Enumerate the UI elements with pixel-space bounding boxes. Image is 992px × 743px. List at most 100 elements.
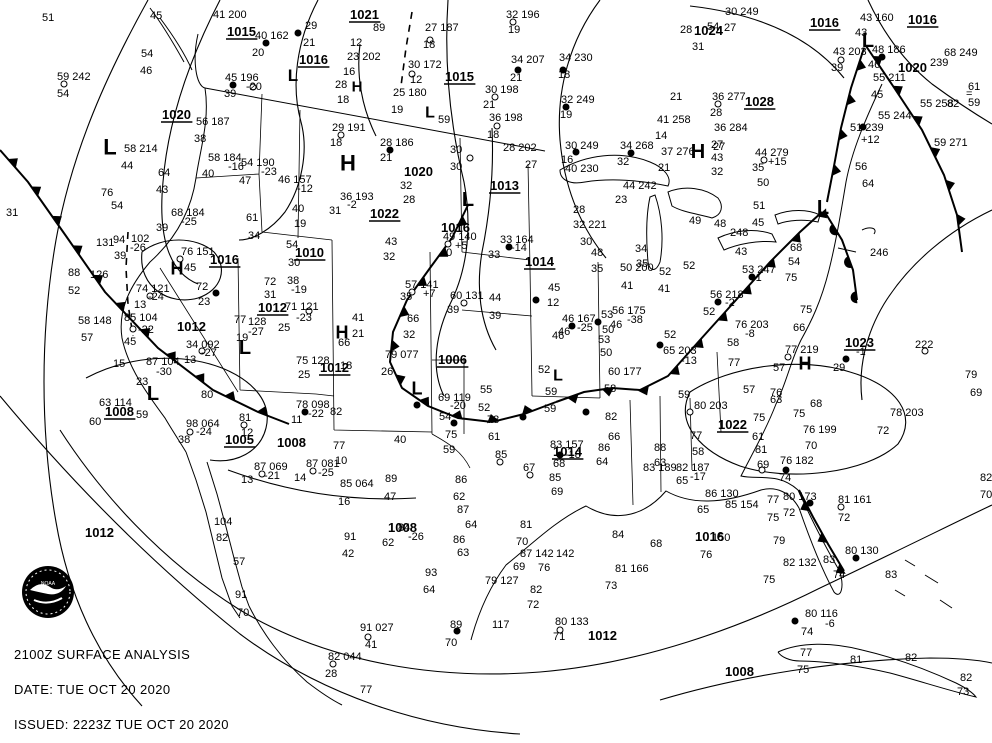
cold-front-pip	[945, 179, 955, 192]
cold-front-pip	[817, 208, 827, 219]
station-text: 27 187	[425, 22, 459, 34]
cold-front-pip	[115, 301, 126, 312]
station-text: 85 154	[725, 499, 759, 511]
station-circle-overcast	[627, 149, 635, 157]
isobar-pressure-label: 1008	[725, 664, 754, 679]
cold-front-pip	[765, 257, 776, 268]
cold-front-pip	[7, 158, 18, 169]
cold-front-pip	[140, 328, 151, 338]
station-text: 55 244	[878, 110, 912, 122]
station-text: 76 182	[780, 455, 814, 467]
station-text: 71	[553, 631, 565, 643]
station-circle-clear	[249, 83, 257, 91]
station-text: 89	[373, 22, 385, 34]
station-text: 128	[248, 316, 266, 328]
station-text: +15	[768, 156, 787, 168]
station-text: 70	[516, 536, 528, 548]
station-text: 59	[443, 444, 455, 456]
station-text: 77	[690, 430, 702, 442]
station-text: 70	[237, 607, 249, 619]
front-cold	[826, 47, 865, 203]
station-text: 46 167	[562, 313, 596, 325]
cold-front-pip	[892, 85, 903, 96]
station-text: 46 157	[278, 174, 312, 186]
station-text: 53	[598, 334, 610, 346]
isobar	[85, 357, 268, 462]
station-text: -27	[201, 347, 217, 359]
station-text: 72	[264, 276, 276, 288]
station-text: 34 230	[559, 52, 593, 64]
station-text: 12	[547, 297, 559, 309]
cold-front-pip	[395, 374, 406, 386]
station-text: 41	[352, 312, 364, 324]
station-text: 51	[753, 200, 765, 212]
station-text: 63 114	[99, 397, 132, 409]
station-text: 52	[683, 260, 695, 272]
station-text: 34 268	[620, 140, 654, 152]
station-text: 70	[805, 440, 817, 452]
station-text: 58	[727, 337, 739, 349]
station-text: 79 127	[485, 575, 519, 587]
station-text: 32 249	[561, 94, 595, 106]
station-text: 76	[700, 549, 712, 561]
station-text: 56	[855, 161, 867, 173]
station-text: 40	[394, 434, 406, 446]
station-text: 94	[113, 234, 125, 246]
station-text: 32	[400, 180, 412, 192]
analysis-text-block: 2100Z SURFACE ANALYSIS DATE: TUE OCT 20 …	[14, 626, 312, 743]
station-text: 86 130	[705, 488, 739, 500]
station-text: -23	[261, 166, 277, 178]
station-text: 23 202	[347, 51, 381, 63]
lake-huron	[667, 187, 722, 219]
station-text: -23	[296, 312, 312, 324]
station-text: 87 104	[146, 356, 180, 368]
station-text: 48	[714, 218, 726, 230]
analysis-line: 2100Z SURFACE ANALYSIS	[14, 647, 191, 663]
station-text: 50	[600, 347, 612, 359]
station-circle-overcast	[568, 322, 576, 330]
station-circle-overcast	[413, 401, 421, 409]
station-circle-overcast	[859, 123, 867, 131]
station-circle-clear	[186, 428, 194, 436]
station-text: 28	[573, 204, 585, 216]
station-text: 13	[184, 354, 196, 366]
station-text: 73	[605, 580, 617, 592]
cold-front-pip	[856, 59, 867, 71]
station-text: 75	[785, 272, 797, 284]
station-text: 52	[659, 266, 671, 278]
station-circle-clear	[309, 467, 317, 475]
station-text: 68	[553, 458, 565, 470]
cuba-coastline	[777, 643, 978, 698]
station-text: 57	[233, 556, 245, 568]
station-text: 16	[561, 154, 573, 166]
cold-front-pip	[956, 213, 966, 226]
isobar	[0, 395, 521, 735]
station-text: 93	[425, 567, 437, 579]
station-circle-overcast	[782, 466, 790, 474]
station-circle-clear	[146, 292, 154, 300]
cold-front-pip	[930, 147, 941, 158]
station-text: 21	[303, 37, 315, 49]
station-text: 44 242	[623, 180, 657, 192]
station-text: 39	[156, 222, 168, 234]
station-circle-overcast	[791, 617, 799, 625]
station-text: -26	[130, 242, 146, 254]
station-text: 54	[439, 411, 451, 423]
station-text: 86	[453, 534, 465, 546]
station-text: 78 203	[890, 407, 924, 419]
station-text: -14	[511, 242, 527, 254]
station-text: 41 200	[213, 9, 247, 21]
cold-front-pip	[457, 215, 468, 227]
station-text: 142	[556, 548, 574, 560]
station-text: 14	[655, 130, 667, 142]
station-text: 52	[478, 402, 490, 414]
station-text: -38	[627, 314, 643, 326]
station-text: 88	[654, 442, 666, 454]
cold-front-pip	[391, 339, 400, 352]
station-text: -8	[745, 328, 755, 340]
station-text: 61	[488, 431, 500, 443]
isobar-pressure-label: 1012	[588, 628, 617, 643]
station-text: 64	[158, 167, 170, 179]
station-circle-overcast	[748, 273, 756, 281]
cold-front-pip	[438, 247, 449, 257]
